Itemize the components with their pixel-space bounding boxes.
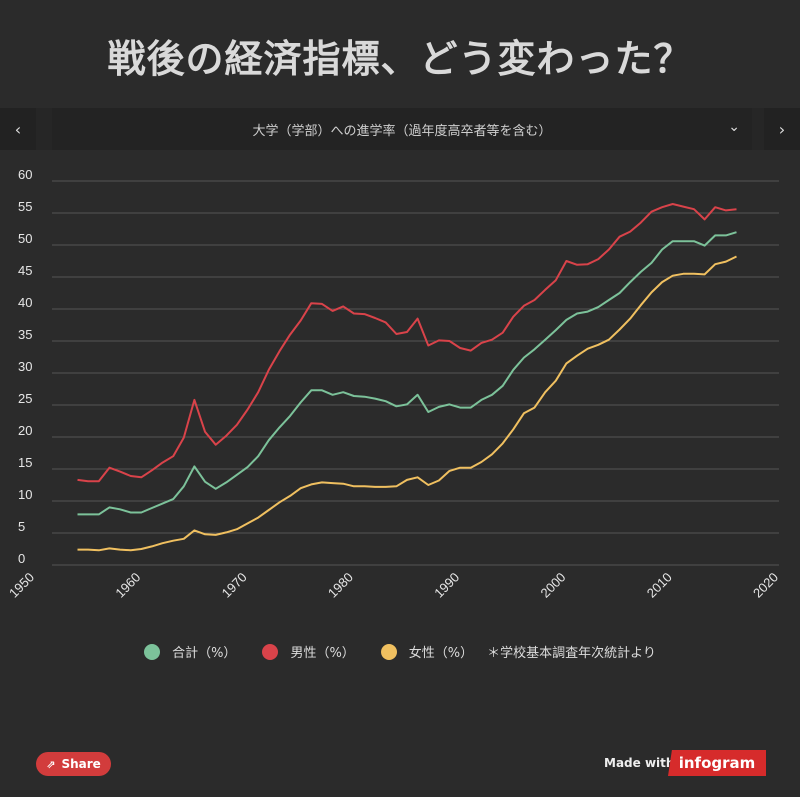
chart-legend: 合計（%） 男性（%） 女性（%） ＊学校基本調査年次統計より bbox=[0, 642, 800, 661]
chart-selector-dropdown[interactable]: 大学（学部）への進学率（過年度高卒者等を含む） ⌄ bbox=[52, 108, 752, 150]
legend-item-male[interactable]: 男性（%） bbox=[262, 642, 355, 661]
x-tick-label: 1970 bbox=[219, 570, 250, 601]
page-title: 戦後の経済指標、どう変わった？ bbox=[107, 37, 693, 81]
y-tick-label: 60 bbox=[18, 167, 32, 182]
next-chart-button[interactable]: › bbox=[764, 108, 800, 150]
y-tick-label: 20 bbox=[18, 423, 32, 438]
share-label: Share bbox=[61, 757, 101, 771]
legend-dot-female bbox=[380, 643, 397, 660]
source-note: ＊学校基本調査年次統計より bbox=[487, 646, 656, 661]
x-tick-label: 2000 bbox=[537, 570, 568, 601]
legend-label-male: 男性（%） bbox=[290, 646, 355, 661]
series-line-male[interactable] bbox=[77, 203, 737, 483]
y-tick-label: 55 bbox=[18, 199, 32, 214]
legend-dot-male bbox=[262, 643, 279, 660]
y-tick-label: 10 bbox=[18, 487, 32, 502]
line-chart: 0 5 10 15 20 25 30 35 40 45 50 55 60 1950 1960 1970 198… bbox=[6, 167, 781, 601]
x-tick-label: 1990 bbox=[431, 570, 462, 601]
legend-dot-total bbox=[144, 643, 161, 660]
series-line-total[interactable] bbox=[77, 231, 737, 516]
y-tick-label: 45 bbox=[18, 263, 32, 278]
x-tick-label: 1950 bbox=[6, 570, 37, 601]
y-tick-label: 0 bbox=[18, 551, 25, 566]
y-tick-label: 15 bbox=[18, 455, 32, 470]
y-tick-label: 50 bbox=[18, 231, 32, 246]
y-tick-label: 5 bbox=[18, 519, 25, 534]
y-tick-label: 30 bbox=[18, 359, 32, 374]
legend-label-total: 合計（%） bbox=[172, 646, 237, 661]
share-icon: ⇗ bbox=[46, 757, 56, 771]
y-axis-ticks: 0 5 10 15 20 25 30 35 40 45 50 55 60 bbox=[18, 167, 32, 566]
share-button[interactable]: ⇗ Share bbox=[36, 752, 111, 776]
chart-selector-label: 大学（学部）への進学率（過年度高卒者等を含む） bbox=[252, 123, 552, 139]
grid-lines bbox=[52, 180, 779, 566]
legend-item-total[interactable]: 合計（%） bbox=[144, 642, 236, 661]
chevron-right-icon: › bbox=[778, 119, 786, 139]
x-tick-label: 2010 bbox=[644, 570, 675, 601]
chevron-left-icon: ‹ bbox=[14, 119, 22, 139]
x-tick-label: 2020 bbox=[750, 570, 781, 601]
infogram-logo[interactable]: infogram bbox=[668, 750, 766, 776]
legend-item-female[interactable]: 女性（%） bbox=[380, 642, 474, 661]
x-tick-label: 1960 bbox=[112, 570, 143, 601]
y-tick-label: 40 bbox=[18, 295, 32, 310]
series-lines bbox=[77, 203, 737, 552]
series-line-female[interactable] bbox=[77, 255, 737, 552]
legend-label-female: 女性（%） bbox=[408, 646, 474, 661]
made-with-label: Made with bbox=[604, 756, 675, 770]
chevron-down-icon: ⌄ bbox=[728, 119, 740, 135]
x-axis-ticks: 1950 1960 1970 1980 1990 2000 2010 2020 bbox=[6, 570, 781, 601]
prev-chart-button[interactable]: ‹ bbox=[0, 108, 36, 150]
x-tick-label: 1980 bbox=[325, 570, 356, 601]
y-tick-label: 35 bbox=[18, 327, 32, 342]
y-tick-label: 25 bbox=[18, 391, 32, 406]
